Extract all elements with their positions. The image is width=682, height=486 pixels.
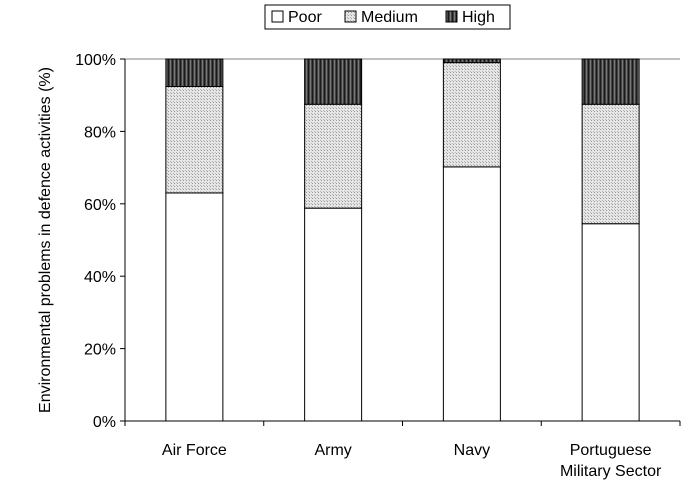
- legend-label-high: High: [462, 9, 495, 26]
- bar-medium-navy: [442, 62, 501, 168]
- legend-swatch-medium: [344, 10, 357, 23]
- legend-label-poor: Poor: [288, 9, 322, 26]
- legend-item-medium: Medium: [344, 9, 418, 26]
- y-tick-label: 0%: [93, 414, 116, 431]
- legend-swatch-high: [445, 10, 458, 23]
- bar-high-navy: [442, 58, 501, 64]
- legend-label-medium: Medium: [361, 9, 418, 26]
- bar-poor-army: [304, 207, 363, 422]
- x-tick-label-navy: Navy: [454, 442, 490, 459]
- y-tick-label: 80%: [84, 124, 116, 141]
- bars-group: [165, 58, 640, 422]
- bar-high-portuguese-military-sector: [581, 58, 640, 105]
- bar-high-air-force: [165, 58, 224, 88]
- y-tick-label: 20%: [84, 342, 116, 359]
- x-tick-label-air-force: Air Force: [162, 442, 227, 459]
- axes-group: 0% 20% 40% 60% 80% 100% Air Force Army Navy Portu…: [75, 52, 681, 480]
- bar-poor-air-force: [165, 192, 224, 422]
- y-tick-label: 100%: [75, 52, 116, 69]
- bar-medium-portuguese-military-sector: [581, 103, 640, 225]
- y-tick-label: 60%: [84, 197, 116, 214]
- legend: Poor Medium High: [264, 4, 511, 30]
- y-tick-label: 40%: [84, 269, 116, 286]
- bar-medium-army: [304, 103, 363, 209]
- legend-swatch-poor: [271, 10, 284, 23]
- bar-poor-navy: [442, 166, 501, 422]
- legend-item-high: High: [445, 9, 495, 26]
- bar-poor-portuguese-military-sector: [581, 223, 640, 422]
- legend-frame: [264, 4, 511, 30]
- x-tick-label-army: Army: [314, 442, 351, 459]
- bar-high-army: [304, 58, 363, 105]
- x-tick-label-portuguese-military-sector: Portuguese Military Sector: [560, 442, 662, 480]
- legend-item-poor: Poor: [271, 9, 322, 26]
- y-axis-title: Environmental problems in defence activi…: [37, 67, 54, 413]
- bar-medium-air-force: [165, 86, 224, 194]
